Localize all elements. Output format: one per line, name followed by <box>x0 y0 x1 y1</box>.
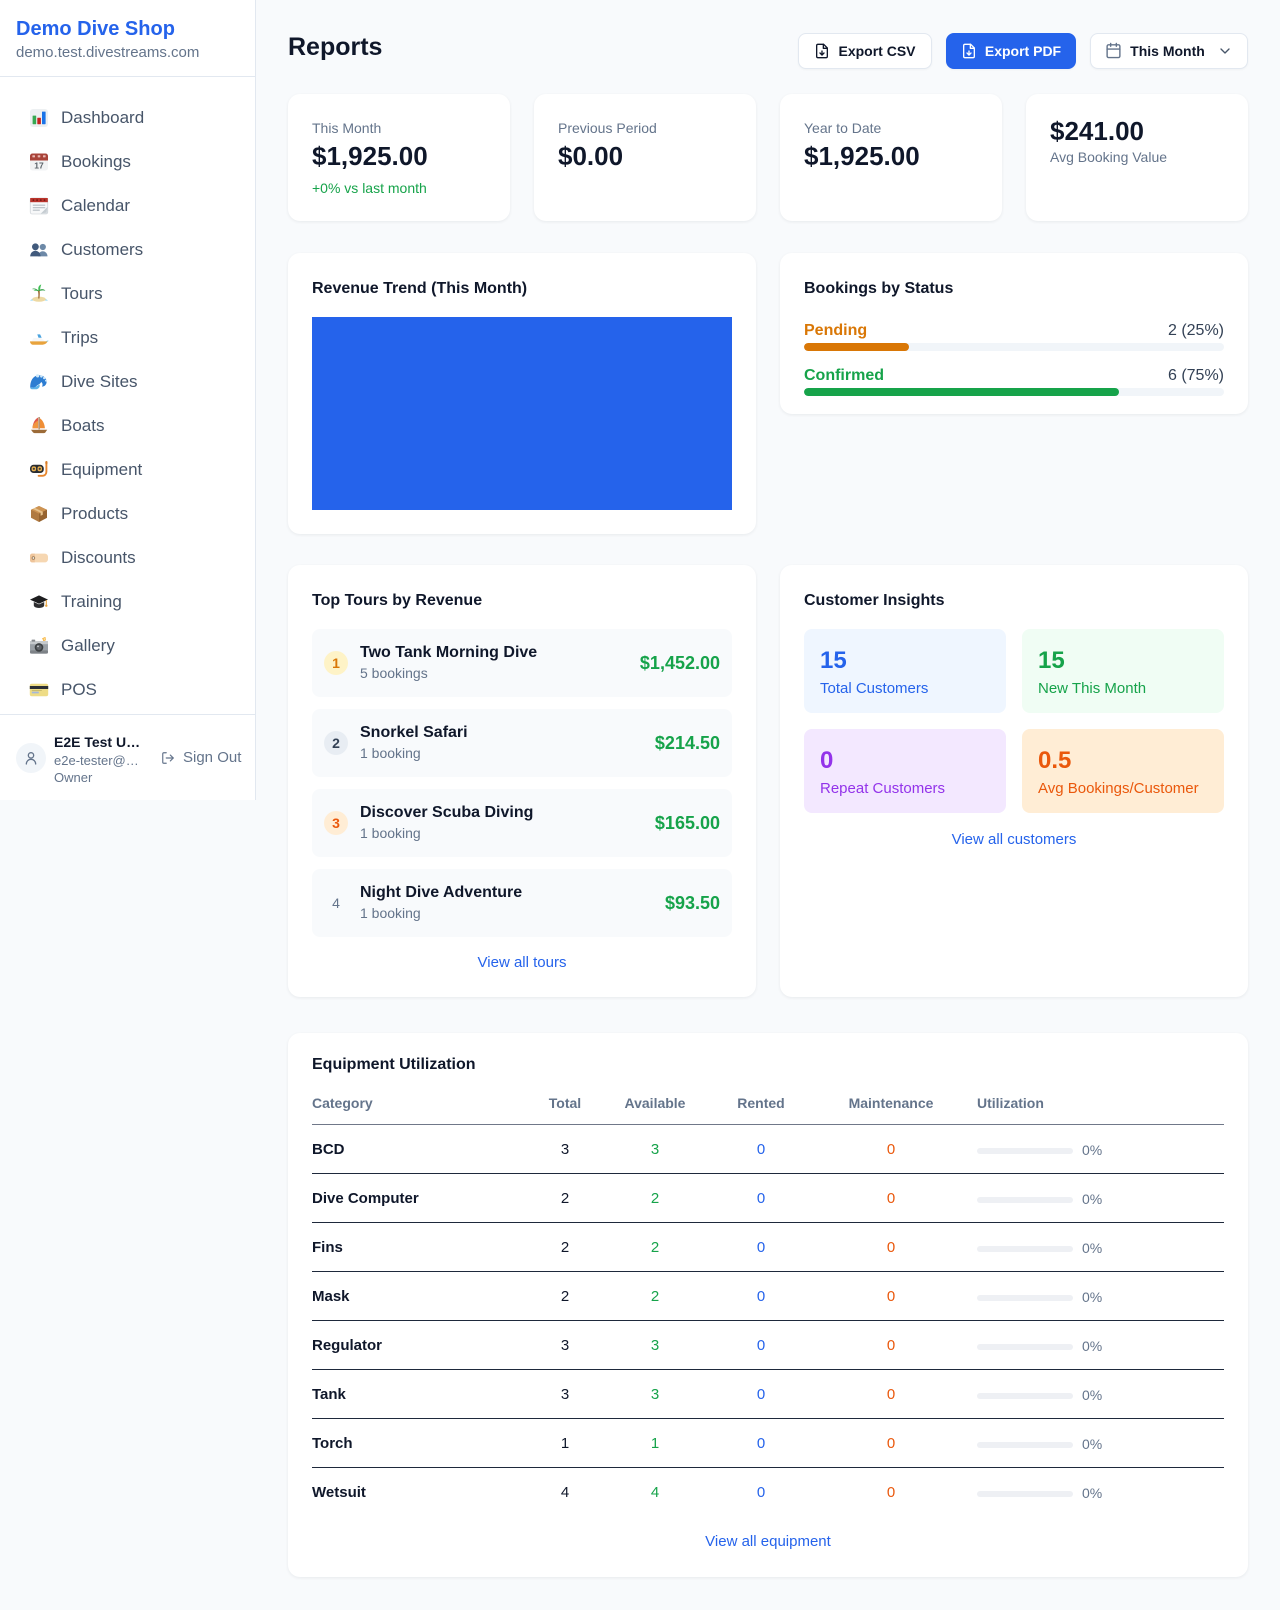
svg-text:17: 17 <box>34 160 44 170</box>
